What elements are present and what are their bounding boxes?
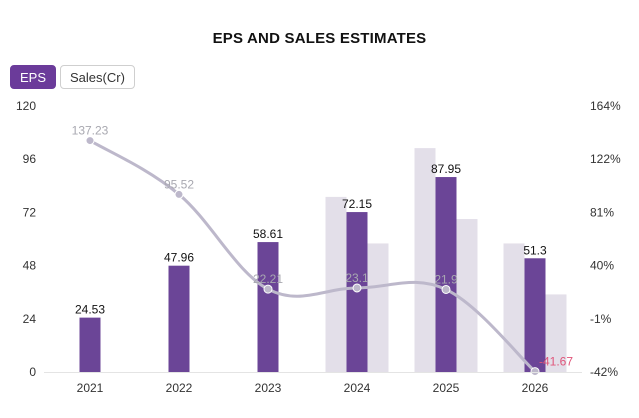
y-tick-label: 120 bbox=[16, 99, 36, 113]
y-tick-label: 96 bbox=[23, 152, 37, 166]
estimate-high-bar bbox=[325, 196, 347, 372]
growth-point bbox=[263, 284, 273, 294]
chart-title: EPS AND SALES ESTIMATES bbox=[212, 30, 427, 47]
y-tick-label: 24 bbox=[23, 312, 37, 326]
y2-tick-label: -1% bbox=[590, 312, 612, 326]
eps-bar-label: 72.15 bbox=[342, 197, 372, 211]
eps-bar bbox=[435, 177, 457, 372]
growth-line bbox=[88, 139, 537, 374]
y2-tick-label: -42% bbox=[590, 365, 618, 379]
estimate-high-bar bbox=[503, 243, 525, 372]
x-tick-label: 2024 bbox=[344, 381, 371, 395]
eps-bar-label: 47.96 bbox=[164, 251, 194, 265]
x-tick-label: 2023 bbox=[255, 381, 282, 395]
growth-point-label: 22.21 bbox=[253, 272, 283, 286]
bars-layer: 24.53 47.96 58.61 72.15 87.95 51.3 bbox=[75, 148, 567, 372]
x-tick-label: 2021 bbox=[77, 381, 104, 395]
eps-bar-label: 51.3 bbox=[523, 243, 547, 257]
tab-sales[interactable]: Sales(Cr) bbox=[60, 65, 135, 89]
x-tick-label: 2026 bbox=[522, 381, 549, 395]
growth-point bbox=[441, 284, 451, 294]
eps-bar-label: 24.53 bbox=[75, 303, 105, 317]
y2-tick-label: 164% bbox=[590, 99, 621, 113]
y2-tick-label: 40% bbox=[590, 259, 614, 273]
growth-point bbox=[530, 367, 540, 377]
eps-bar bbox=[257, 242, 279, 372]
growth-point bbox=[352, 283, 362, 293]
eps-bar bbox=[168, 265, 190, 372]
estimate-low-bar bbox=[456, 219, 478, 372]
growth-point-label: 23.1 bbox=[345, 271, 369, 285]
growth-point-label: 95.52 bbox=[164, 177, 194, 191]
estimate-high-bar bbox=[414, 148, 436, 372]
growth-point-label: 137.23 bbox=[72, 124, 109, 138]
x-tick-label: 2025 bbox=[433, 381, 460, 395]
y-tick-label: 48 bbox=[23, 259, 37, 273]
y2-tick-label: 81% bbox=[590, 205, 614, 219]
eps-bar-label: 58.61 bbox=[253, 227, 283, 241]
eps-bar-label: 87.95 bbox=[431, 162, 461, 176]
y2-tick-label: 122% bbox=[590, 152, 621, 166]
axis-layer: 0 24 48 72 96 120 -42% -1% 40% 81% 122% 164% 2021 202… bbox=[16, 99, 621, 395]
line-layer: 137.23 95.52 22.21 23.1 21.9 -41.67 bbox=[72, 124, 573, 377]
tab-eps[interactable]: EPS bbox=[10, 65, 57, 89]
x-tick-label: 2022 bbox=[166, 381, 193, 395]
growth-point-label: -41.67 bbox=[539, 355, 573, 369]
growth-point-label: 21.9 bbox=[434, 272, 458, 286]
estimate-low-bar bbox=[545, 294, 567, 372]
eps-bar bbox=[524, 258, 546, 372]
y-tick-label: 0 bbox=[29, 365, 36, 379]
y-tick-label: 72 bbox=[23, 205, 37, 219]
metric-tabs: EPS Sales(Cr) bbox=[10, 65, 135, 89]
estimate-low-bar bbox=[367, 243, 389, 372]
growth-point bbox=[85, 136, 95, 146]
growth-point bbox=[174, 189, 184, 199]
eps-bar bbox=[79, 317, 101, 372]
